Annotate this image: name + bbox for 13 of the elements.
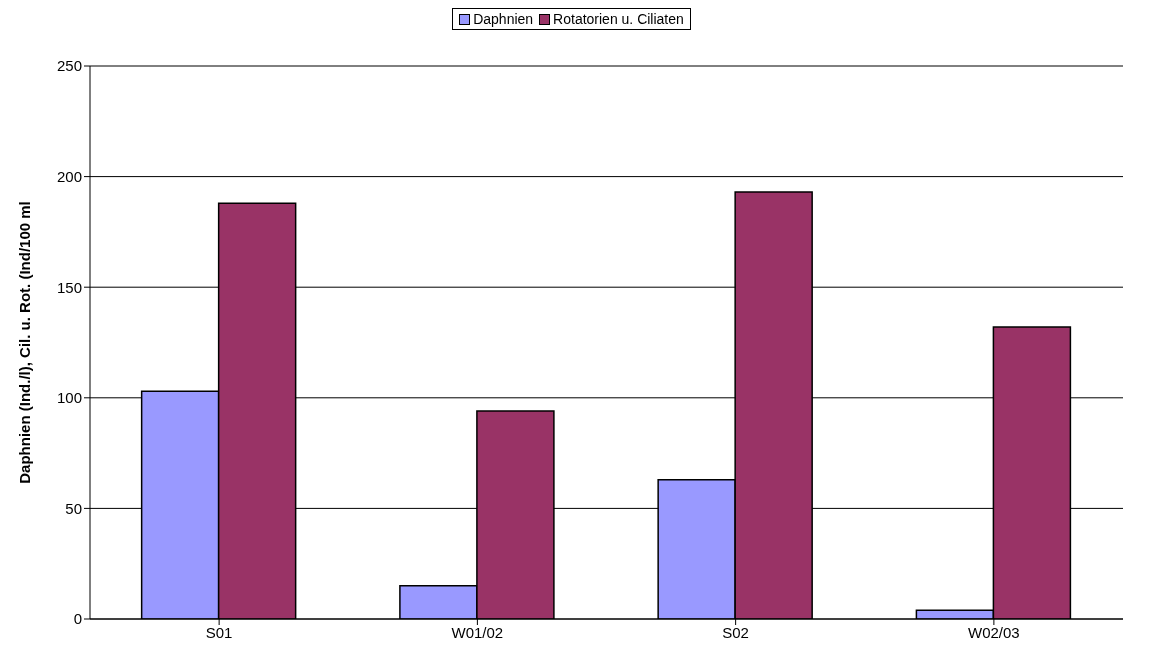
- y-tick-label: 150: [56, 278, 82, 296]
- legend-label: Daphnien: [472, 11, 534, 27]
- legend-label: Rotatorien u. Ciliaten: [552, 11, 684, 27]
- y-axis-title: Daphnien (Ind./l), Cil. u. Rot. (Ind/100 ml: [16, 201, 34, 484]
- y-tick-label: 200: [56, 167, 82, 185]
- y-tick-label: 250: [56, 57, 82, 75]
- y-tick-label: 100: [56, 389, 82, 407]
- y-tick-label: 50: [65, 499, 82, 517]
- x-tick-label: W02/03: [968, 623, 1020, 641]
- y-tick-label: 0: [73, 610, 82, 628]
- x-tick-label: S01: [205, 623, 233, 641]
- x-tick-label: S02: [722, 623, 749, 641]
- x-tick-label: W01/02: [451, 623, 504, 641]
